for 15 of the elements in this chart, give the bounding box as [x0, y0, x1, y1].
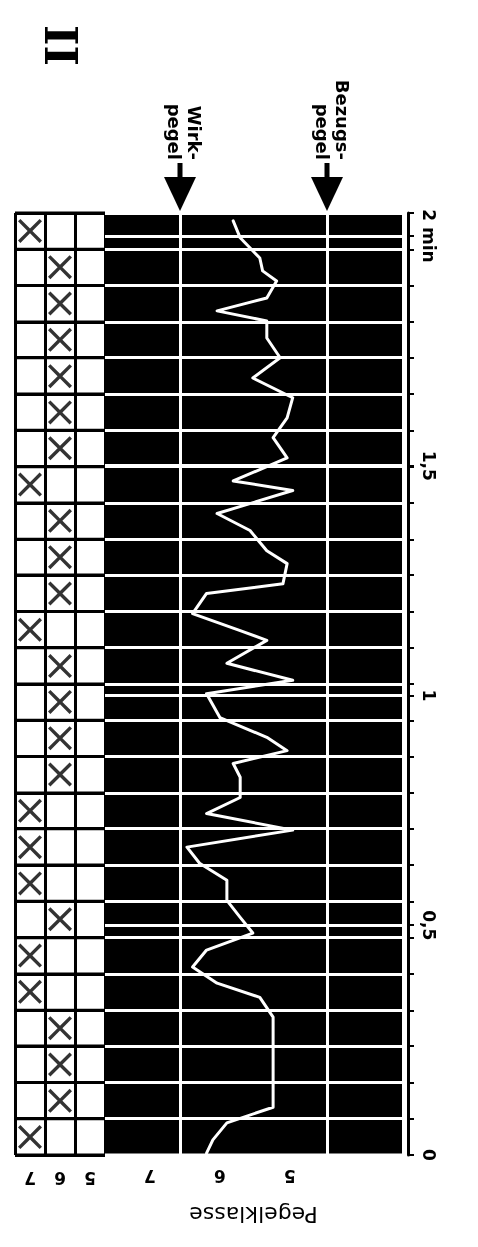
x-tick-label: 5 — [84, 1167, 96, 1188]
y-tick-label: 0 — [418, 1149, 439, 1162]
x-tick-label: 6 — [54, 1167, 66, 1188]
chart-title: II — [34, 25, 86, 67]
x-tick-label: 7 — [143, 1165, 156, 1186]
ref-line-label: Bezugs- pegel — [311, 79, 353, 160]
x-tick-label: 7 — [24, 1167, 36, 1188]
y-tick-label: 1,5 — [418, 450, 439, 481]
x-tick-label: 5 — [284, 1165, 296, 1186]
y-tick-label: 2 min — [418, 209, 439, 263]
y-tick-label: 0,5 — [418, 910, 439, 941]
ref-line-label: Wirk- pegel — [164, 103, 206, 160]
y-tick-label: 1 — [418, 689, 439, 702]
x-tick-label: 6 — [213, 1165, 226, 1186]
x-axis-title: Pegelklasse — [189, 1201, 318, 1227]
